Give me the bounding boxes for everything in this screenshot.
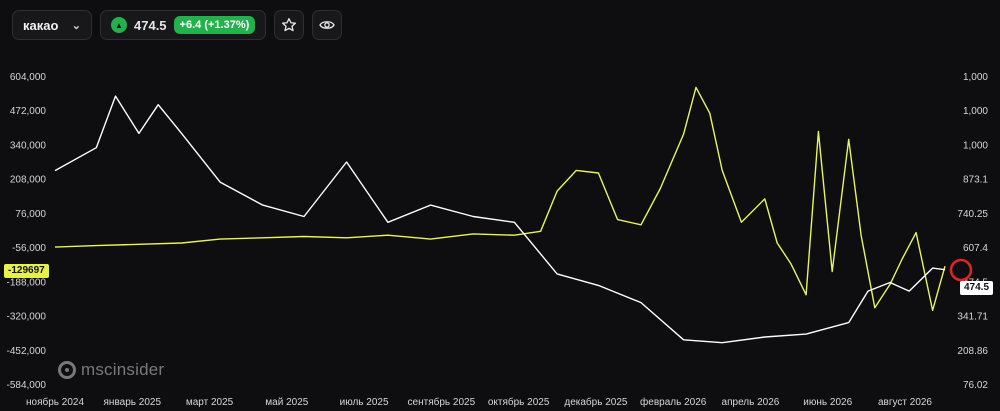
x-tick-label: февраль 2026 <box>640 396 707 408</box>
price-pill: ▲ 474.5 +6.4 (+1.37%) <box>100 10 267 40</box>
x-tick-label: август 2026 <box>878 397 932 408</box>
y-left-tick-label: -188,000 <box>7 277 47 288</box>
star-icon <box>282 18 297 32</box>
price-change-badge: +6.4 (+1.37%) <box>173 16 256 34</box>
brand-logo: mscinsider <box>58 360 164 380</box>
logo-icon <box>58 361 76 379</box>
y-right-tick-label: 1,000 <box>963 72 988 83</box>
symbol-selector[interactable]: какао ⌄ <box>12 10 92 40</box>
positions-series-line <box>54 86 946 312</box>
up-triangle-icon: ▲ <box>111 17 127 33</box>
x-tick-label: март 2025 <box>186 397 234 408</box>
x-tick-label: сентябрь 2025 <box>408 396 476 408</box>
price-series-line <box>54 95 946 344</box>
logo-text: mscinsider <box>81 360 165 379</box>
last-price-marker <box>949 258 973 282</box>
y-left-tick-label: -584,000 <box>7 380 47 391</box>
y-left-tick-label: -320,000 <box>7 312 47 323</box>
y-right-tick-label: 208.86 <box>957 346 988 357</box>
eye-icon <box>319 21 336 29</box>
x-tick-label: июнь 2026 <box>803 397 852 408</box>
favorite-button[interactable] <box>274 10 305 40</box>
y-right-tick-label: 607.4 <box>963 243 988 254</box>
x-tick-label: май 2025 <box>265 397 308 408</box>
y-left-tick-label: 340,000 <box>10 140 47 151</box>
y-left-tick-label: 604,000 <box>10 72 47 83</box>
x-tick-label: апрель 2026 <box>722 397 780 408</box>
y-left-tick-label: -56,000 <box>12 243 46 254</box>
watch-button[interactable] <box>312 10 343 40</box>
chevron-down-icon: ⌄ <box>71 19 81 32</box>
y-right-tick-label: 873.1 <box>963 175 988 186</box>
y-axis-left: 604,000 472,000 340,000 208,000 76,000 -56,00… <box>7 72 47 391</box>
y-axis-right: 1,0001,0001,000873.1740.25607.4474.5341.… <box>957 72 988 391</box>
last-price: 474.5 <box>134 17 167 33</box>
symbol-name: какао <box>23 17 59 33</box>
y-right-tick-label: 1,000 <box>963 106 988 117</box>
x-tick-label: октябрь 2025 <box>488 396 550 408</box>
y-left-tick-label: 76,000 <box>15 209 46 220</box>
y-right-tick-label: 76.02 <box>963 380 988 391</box>
last-positions-label: -129697 <box>4 264 49 278</box>
y-left-tick-label: -452,000 <box>7 346 47 357</box>
y-right-tick-label: 740.25 <box>957 209 988 220</box>
y-left-tick-label: 208,000 <box>10 175 47 186</box>
x-tick-label: ноябрь 2024 <box>26 396 84 408</box>
header-toolbar: какао ⌄ ▲ 474.5 +6.4 (+1.37%) <box>12 10 343 40</box>
series-lines <box>54 86 946 344</box>
x-axis: ноябрь 2024 январь 2025 март 2025 май 2025 и… <box>26 396 932 408</box>
y-right-tick-label: 341.71 <box>957 312 988 323</box>
x-tick-label: декабрь 2025 <box>564 396 628 408</box>
y-left-tick-label: 472,000 <box>10 106 47 117</box>
last-price-label: 474.5 <box>960 281 994 295</box>
y-right-tick-label: 1,000 <box>963 140 988 151</box>
x-tick-label: июль 2025 <box>340 397 389 408</box>
x-tick-label: январь 2025 <box>104 397 162 408</box>
